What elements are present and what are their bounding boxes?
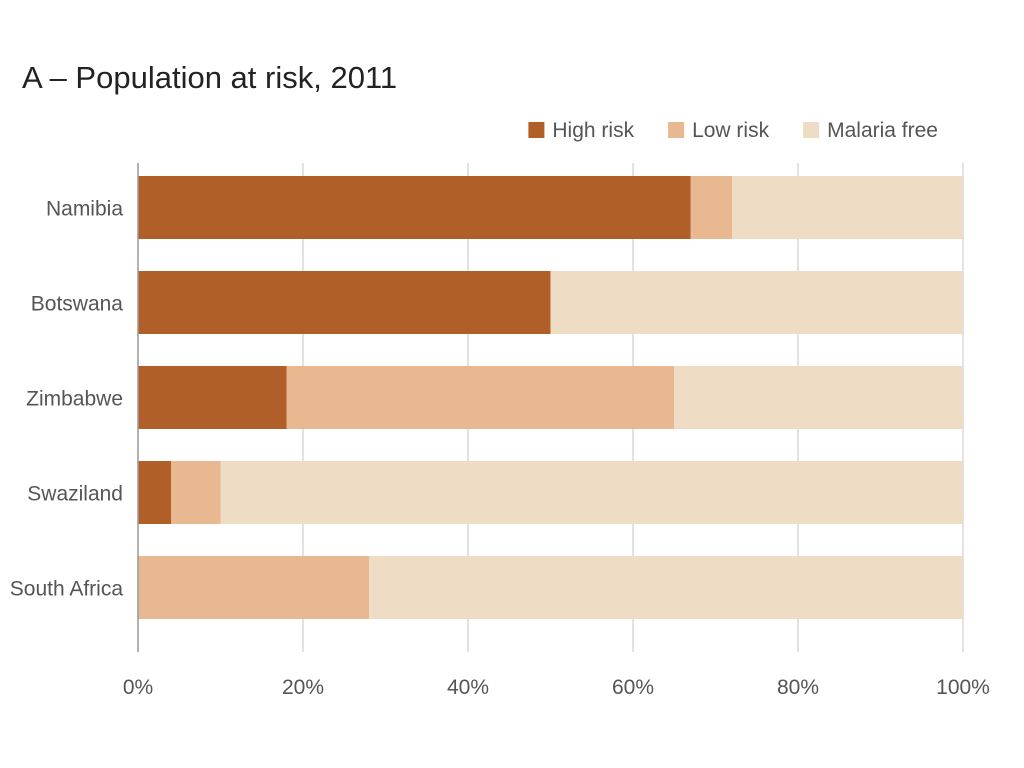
category-label: Namibia xyxy=(46,198,123,221)
legend: High risk Low risk Malaria free xyxy=(528,119,938,142)
x-tick-label: 60% xyxy=(612,676,654,699)
bar-zimbabwe-high-risk xyxy=(138,366,287,429)
legend-swatch-high-risk xyxy=(528,122,545,138)
x-tick-label: 40% xyxy=(447,676,489,699)
bar-swaziland-malaria-free xyxy=(220,461,963,524)
bar-zimbabwe-low-risk xyxy=(286,366,675,429)
legend-swatch-low-risk xyxy=(668,122,685,138)
axes: Namibia Botswana Zimbabwe Swaziland South Af… xyxy=(10,163,990,699)
bar-zimbabwe-malaria-free xyxy=(674,366,963,429)
x-tick-label: 0% xyxy=(123,676,153,699)
bar-namibia-low-risk xyxy=(690,176,732,239)
legend-swatch-malaria-free xyxy=(803,122,820,138)
bar-swaziland-low-risk xyxy=(171,461,221,524)
bars xyxy=(138,176,963,619)
bar-namibia-high-risk xyxy=(138,176,691,239)
category-label: Swaziland xyxy=(27,483,123,506)
x-tick-label: 20% xyxy=(282,676,324,699)
legend-label-low-risk: Low risk xyxy=(692,119,770,142)
category-label: South Africa xyxy=(10,578,124,601)
legend-label-malaria-free: Malaria free xyxy=(827,119,938,142)
legend-label-high-risk: High risk xyxy=(552,119,634,142)
bar-namibia-malaria-free xyxy=(732,176,963,239)
chart-title: A – Population at risk, 2011 xyxy=(22,60,398,95)
category-label: Botswana xyxy=(31,293,124,316)
bar-botswana-malaria-free xyxy=(550,271,963,334)
x-tick-label: 80% xyxy=(777,676,819,699)
bar-botswana-high-risk xyxy=(138,271,551,334)
category-label: Zimbabwe xyxy=(26,388,123,411)
bar-south-africa-malaria-free xyxy=(369,556,963,619)
bar-south-africa-low-risk xyxy=(138,556,369,619)
bar-swaziland-high-risk xyxy=(138,461,171,524)
x-tick-label: 100% xyxy=(936,676,990,699)
